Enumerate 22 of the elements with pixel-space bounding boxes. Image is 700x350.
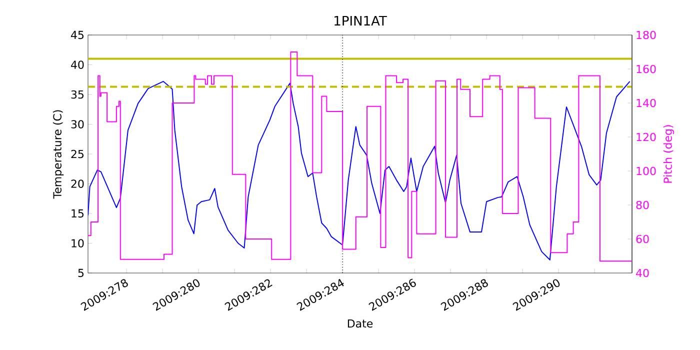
- y-tick-label: 35: [71, 90, 84, 99]
- y2-tick-label: 60: [636, 234, 649, 244]
- y-tick-label: 25: [71, 150, 84, 158]
- y2-tick-label: 140: [636, 98, 656, 108]
- y-tick-label: 10: [72, 239, 84, 248]
- y-axis-title: Temperature (C): [52, 110, 64, 199]
- y-tick-label: 5: [78, 268, 84, 278]
- x-axis-title: Date: [348, 319, 373, 328]
- y2-axis-title: Pitch (deg): [663, 125, 674, 183]
- y2-tick-label: 80: [636, 200, 649, 210]
- y-tick-label: 40: [71, 60, 84, 69]
- line-series: [88, 80, 630, 260]
- y2-tick-label: 160: [636, 64, 656, 74]
- y-tick-label: 30: [71, 120, 84, 128]
- y2-tick-label: 180: [636, 30, 656, 40]
- y-tick-label: 45: [71, 30, 84, 40]
- y2-tick-label: 100: [636, 166, 656, 176]
- y2-tick-label: 120: [636, 132, 656, 142]
- y-tick-label: 15: [72, 209, 84, 218]
- y2-tick-label: 40: [636, 268, 649, 278]
- y-tick-label: 20: [71, 180, 84, 188]
- chart-title: 1PIN1AT: [334, 16, 387, 26]
